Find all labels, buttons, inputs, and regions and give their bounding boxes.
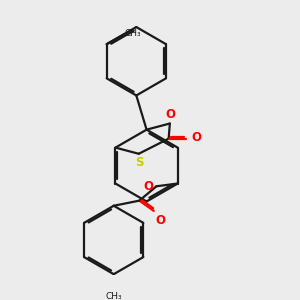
Text: O: O — [165, 108, 175, 121]
Text: O: O — [191, 131, 201, 145]
Text: S: S — [135, 156, 143, 169]
Text: CH₃: CH₃ — [105, 292, 122, 300]
Text: O: O — [144, 180, 154, 193]
Text: O: O — [155, 214, 165, 227]
Text: CH₃: CH₃ — [125, 29, 141, 38]
